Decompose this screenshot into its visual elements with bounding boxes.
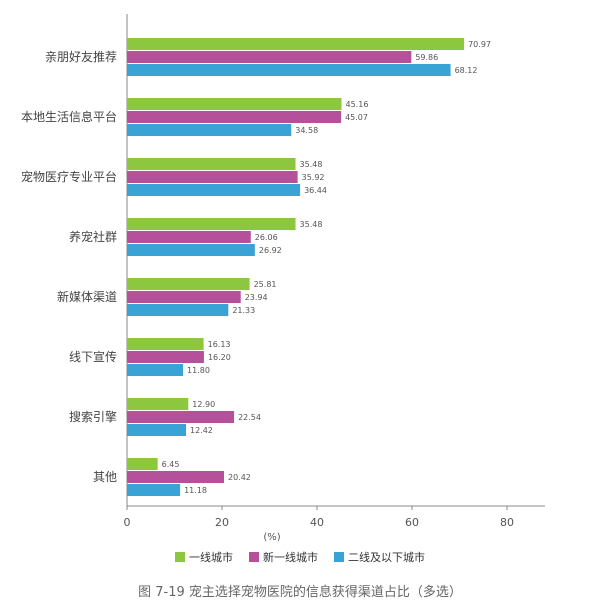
data-label: 70.97	[468, 40, 491, 49]
bar	[127, 38, 465, 50]
x-tick-label: 40	[310, 516, 324, 529]
figure-caption: 图 7-19 宠主选择宠物医院的信息获得渠道占比（多选）	[138, 585, 462, 600]
data-label: 22.54	[238, 413, 261, 422]
legend-swatch	[249, 552, 259, 562]
x-tick-label: 60	[405, 516, 419, 529]
category-label: 线下宣传	[69, 349, 117, 364]
data-label: 34.58	[295, 126, 318, 135]
legend-swatch	[334, 552, 344, 562]
data-label: 16.13	[208, 340, 231, 349]
bar	[127, 244, 255, 256]
data-label: 68.12	[455, 66, 478, 75]
legend-item: 新一线城市	[249, 549, 318, 565]
category-label: 其他	[93, 470, 117, 484]
data-label: 25.81	[254, 280, 277, 289]
bar	[127, 411, 235, 423]
category-label: 本地生活信息平台	[21, 109, 117, 124]
data-label: 11.80	[187, 366, 210, 375]
bar	[127, 351, 204, 363]
bar	[127, 291, 241, 303]
bar	[127, 184, 301, 196]
category-label: 宠物医疗专业平台	[21, 169, 117, 184]
bar	[127, 484, 181, 496]
data-label: 11.18	[184, 486, 207, 495]
legend-label: 一线城市	[189, 551, 233, 564]
bar	[127, 364, 184, 376]
data-label: 26.06	[255, 233, 278, 242]
bar	[127, 471, 224, 483]
category-label: 新媒体渠道	[57, 289, 117, 304]
bar	[127, 398, 189, 410]
bar	[127, 304, 229, 316]
data-label: 45.07	[345, 113, 368, 122]
category-label: 亲朋好友推荐	[45, 50, 117, 64]
bar	[127, 98, 342, 110]
bar	[127, 111, 342, 123]
legend-swatch	[175, 552, 185, 562]
bar	[127, 278, 250, 290]
bar	[127, 171, 298, 183]
data-label: 36.44	[304, 186, 327, 195]
legend-label: 新一线城市	[263, 551, 318, 564]
category-label: 搜索引擎	[69, 409, 117, 424]
legend: 一线城市 新一线城市 二线及以下城市	[0, 549, 600, 565]
bar	[127, 231, 251, 243]
data-label: 45.16	[346, 100, 369, 109]
bar	[127, 51, 412, 63]
x-tick-label: 0	[124, 516, 131, 529]
legend-label: 二线及以下城市	[348, 551, 425, 564]
data-label: 35.48	[300, 220, 323, 229]
x-tick-label: 80	[500, 516, 514, 529]
data-label: 21.33	[232, 306, 255, 315]
category-label: 养宠社群	[69, 229, 117, 244]
bar	[127, 124, 292, 136]
bar	[127, 338, 204, 350]
data-label: 59.86	[415, 53, 438, 62]
legend-item: 二线及以下城市	[334, 549, 425, 565]
x-axis-label: (%)	[263, 532, 280, 543]
bar-chart: 0 20 40 60 80 (%) 亲朋好友推荐 70.97 59.86 68.12 本地生活信息平…	[21, 14, 545, 543]
data-label: 6.45	[162, 460, 180, 469]
data-label: 16.20	[208, 353, 231, 362]
legend-item: 一线城市	[175, 549, 233, 565]
data-label: 23.94	[245, 293, 268, 302]
data-label: 12.90	[192, 400, 215, 409]
bar	[127, 424, 186, 436]
bar	[127, 218, 296, 230]
bar	[127, 64, 451, 76]
bar	[127, 158, 296, 170]
x-tick-label: 20	[215, 516, 229, 529]
data-label: 12.42	[190, 426, 213, 435]
data-label: 35.48	[300, 160, 323, 169]
data-label: 35.92	[302, 173, 325, 182]
data-label: 20.42	[228, 473, 251, 482]
bar	[127, 458, 158, 470]
data-label: 26.92	[259, 246, 282, 255]
